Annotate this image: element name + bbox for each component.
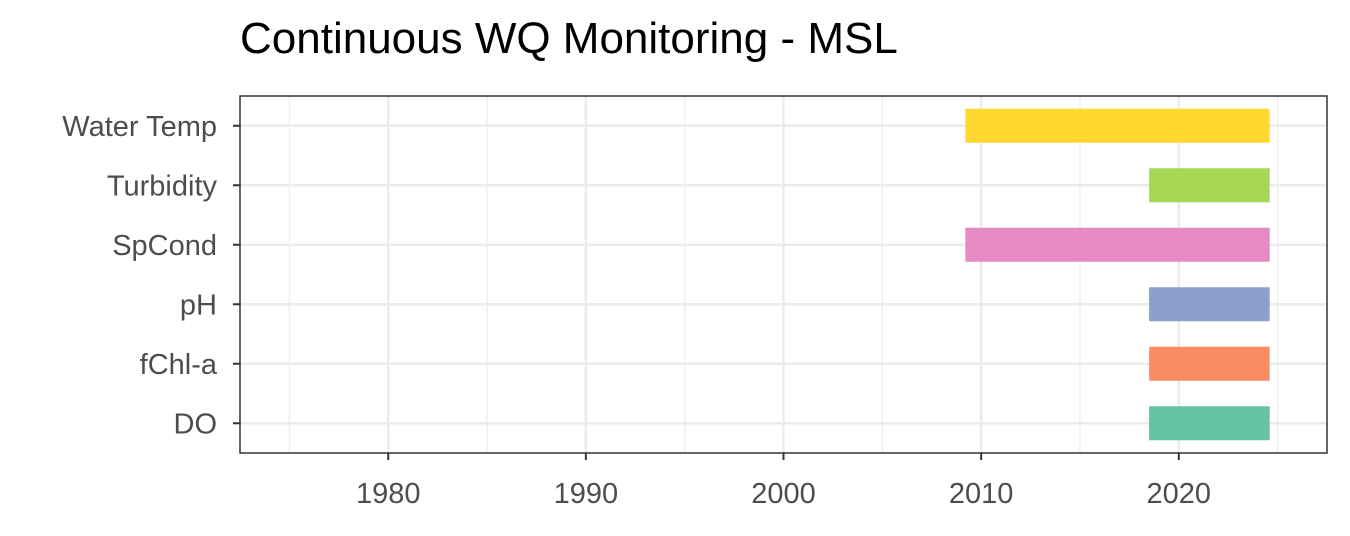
x-tick-label: 1980 — [356, 478, 421, 510]
x-tick-label: 1990 — [554, 478, 619, 510]
x-tick-label: 2000 — [751, 478, 816, 510]
range-bar-turbidity — [1149, 168, 1270, 203]
range-bar-ph — [1149, 287, 1270, 322]
range-bars — [965, 108, 1270, 441]
x-tick-label: 2010 — [949, 478, 1014, 510]
y-tick-label: DO — [174, 408, 218, 440]
y-tick-label: Turbidity — [107, 170, 218, 202]
y-tick-label: SpCond — [112, 230, 217, 262]
axes: 1980 1990 2000 2010 2020 Water Temp Turbidity S… — [62, 111, 1211, 510]
grid-lines — [240, 96, 1327, 453]
y-tick-label: Water Temp — [62, 111, 217, 143]
y-tick-label: fChl-a — [140, 349, 218, 381]
range-bar-do — [1149, 406, 1270, 441]
chart-title: Continuous WQ Monitoring - MSL — [240, 14, 898, 63]
y-tick-label: pH — [180, 289, 217, 321]
range-bar-water-temp — [965, 108, 1270, 143]
range-bar-spcond — [965, 227, 1270, 262]
range-bar-fchl-a — [1149, 346, 1270, 381]
x-tick-label: 2020 — [1147, 478, 1212, 510]
